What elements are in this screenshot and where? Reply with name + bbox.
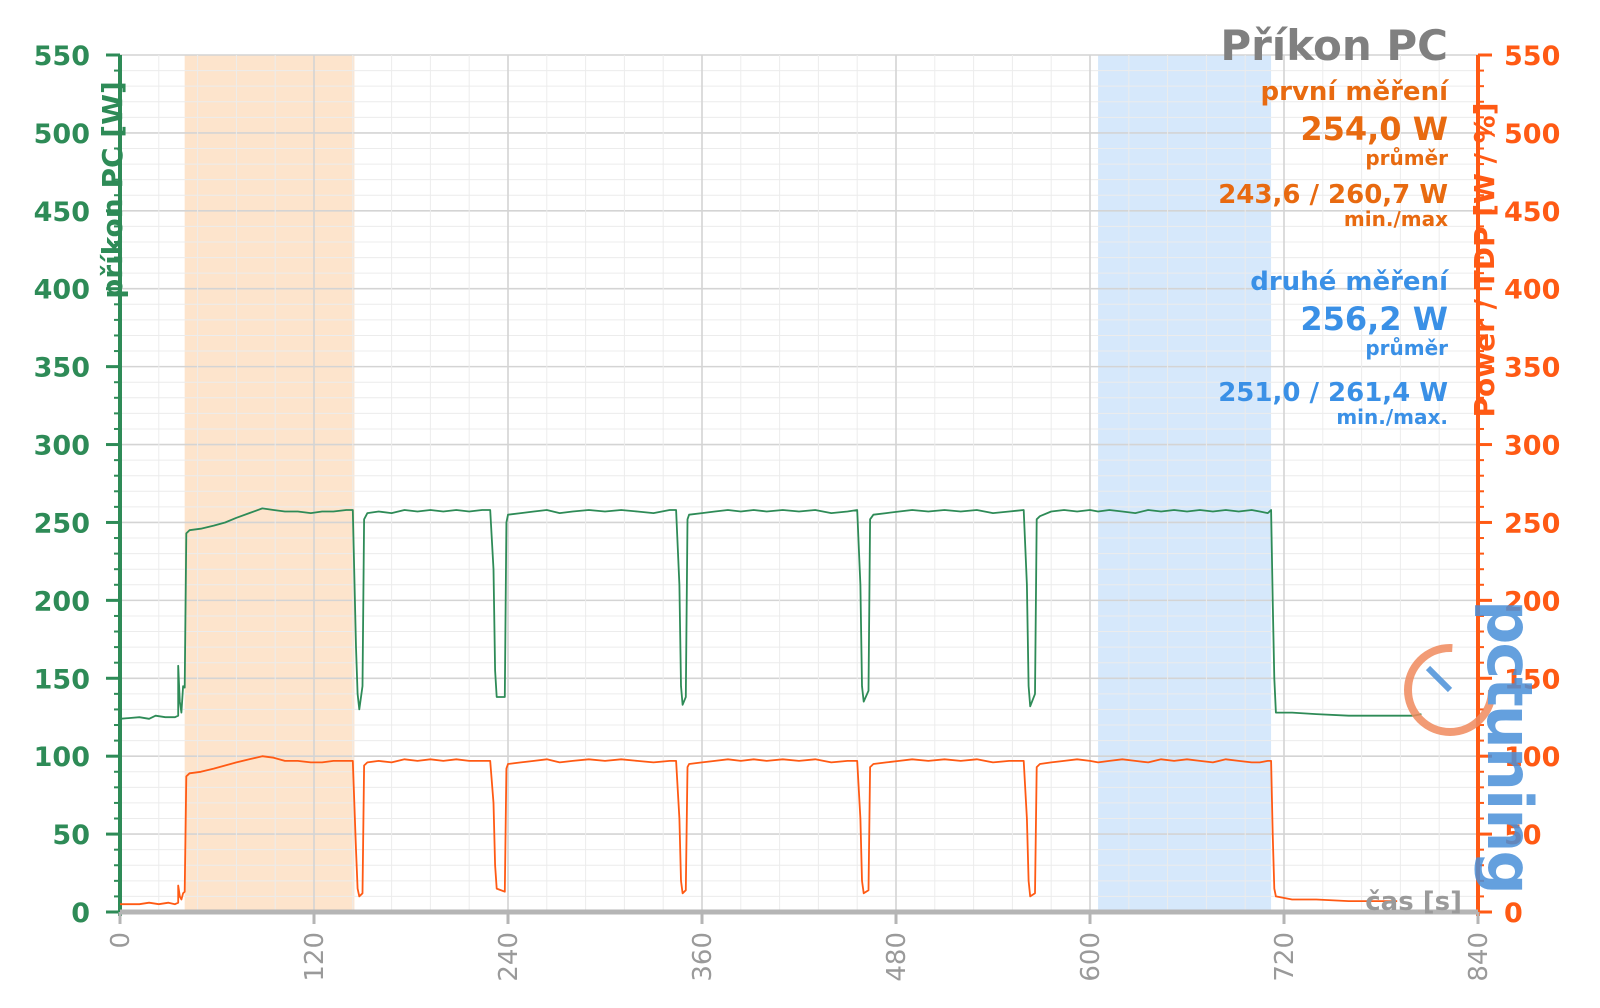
logo-text: pctuning [1473, 600, 1546, 893]
y-axis-right-title: Power / TDP [W / %] [1468, 102, 1501, 417]
first-measure-minmax-label: min./max [1344, 207, 1448, 231]
y-tick-label-left: 0 [71, 898, 90, 929]
y-tick-label-right: 400 [1504, 275, 1560, 306]
second-measure-avg: 256,2 W [1300, 300, 1448, 338]
logo-needle-icon [1425, 665, 1453, 693]
series-line-1 [119, 507, 1422, 720]
y-tick-label-right: 200 [1504, 586, 1560, 617]
y-tick-label-left: 200 [34, 586, 90, 617]
y-tick-label-right: 300 [1504, 431, 1560, 462]
highlight-region-2 [1098, 55, 1272, 912]
y-tick-label-right: 100 [1504, 742, 1560, 773]
y-tick-label-right: 0 [1504, 898, 1523, 929]
series-lines [119, 507, 1422, 906]
x-tick-label: 120 [300, 932, 330, 982]
first-measure-minmax: 243,6 / 260,7 W [1218, 180, 1448, 210]
x-tick-label: 0 [106, 932, 136, 949]
x-tick-label: 600 [1076, 932, 1106, 982]
y-tick-label-right: 350 [1504, 353, 1560, 384]
pctuning-logo: pctuning [1404, 600, 1546, 893]
x-tick-label: 840 [1464, 932, 1494, 982]
y-tick-label-left: 300 [34, 431, 90, 462]
y-tick-label-left: 150 [34, 664, 90, 695]
axes [106, 53, 1492, 924]
second-measure-minmax: 251,0 / 261,4 W [1218, 378, 1448, 408]
first-measure-avg: 254,0 W [1300, 110, 1448, 148]
y-tick-label-right: 50 [1504, 820, 1542, 851]
y-tick-label-right: 450 [1504, 197, 1560, 228]
y-tick-label-left: 450 [34, 197, 90, 228]
x-axis-title: čas [s] [1365, 887, 1462, 917]
y-tick-label-right: 150 [1504, 664, 1560, 695]
y-tick-label-left: 50 [52, 820, 90, 851]
highlight-regions [184, 55, 1272, 912]
y-tick-label-left: 250 [34, 508, 90, 539]
y-tick-label-right: 550 [1504, 41, 1560, 72]
y-tick-label-right: 500 [1504, 119, 1560, 150]
first-measure-label: první měření [1261, 77, 1451, 107]
x-tick-label: 240 [494, 932, 524, 982]
first-measure-avg-label: průměr [1365, 146, 1448, 170]
highlight-region-1 [184, 55, 355, 912]
logo-dial-icon [1404, 644, 1496, 736]
x-tick-label: 480 [882, 932, 912, 982]
y-tick-label-left: 350 [34, 353, 90, 384]
x-tick-label: 360 [688, 932, 718, 982]
y-tick-label-left: 100 [34, 742, 90, 773]
second-measure-avg-label: průměr [1365, 336, 1448, 360]
series-line-2 [120, 755, 1398, 906]
y-tick-label-left: 500 [34, 119, 90, 150]
x-tick-label: 720 [1270, 932, 1300, 982]
second-measure-minmax-label: min./max. [1336, 405, 1448, 429]
y-tick-label-left: 550 [34, 41, 90, 72]
second-measure-label: druhé měření [1250, 267, 1450, 297]
y-tick-label-left: 400 [34, 275, 90, 306]
y-axis-left-title: příkon PC [W] [96, 81, 129, 299]
y-tick-label-right: 250 [1504, 508, 1560, 539]
chart-title: Příkon PC [1220, 21, 1448, 70]
